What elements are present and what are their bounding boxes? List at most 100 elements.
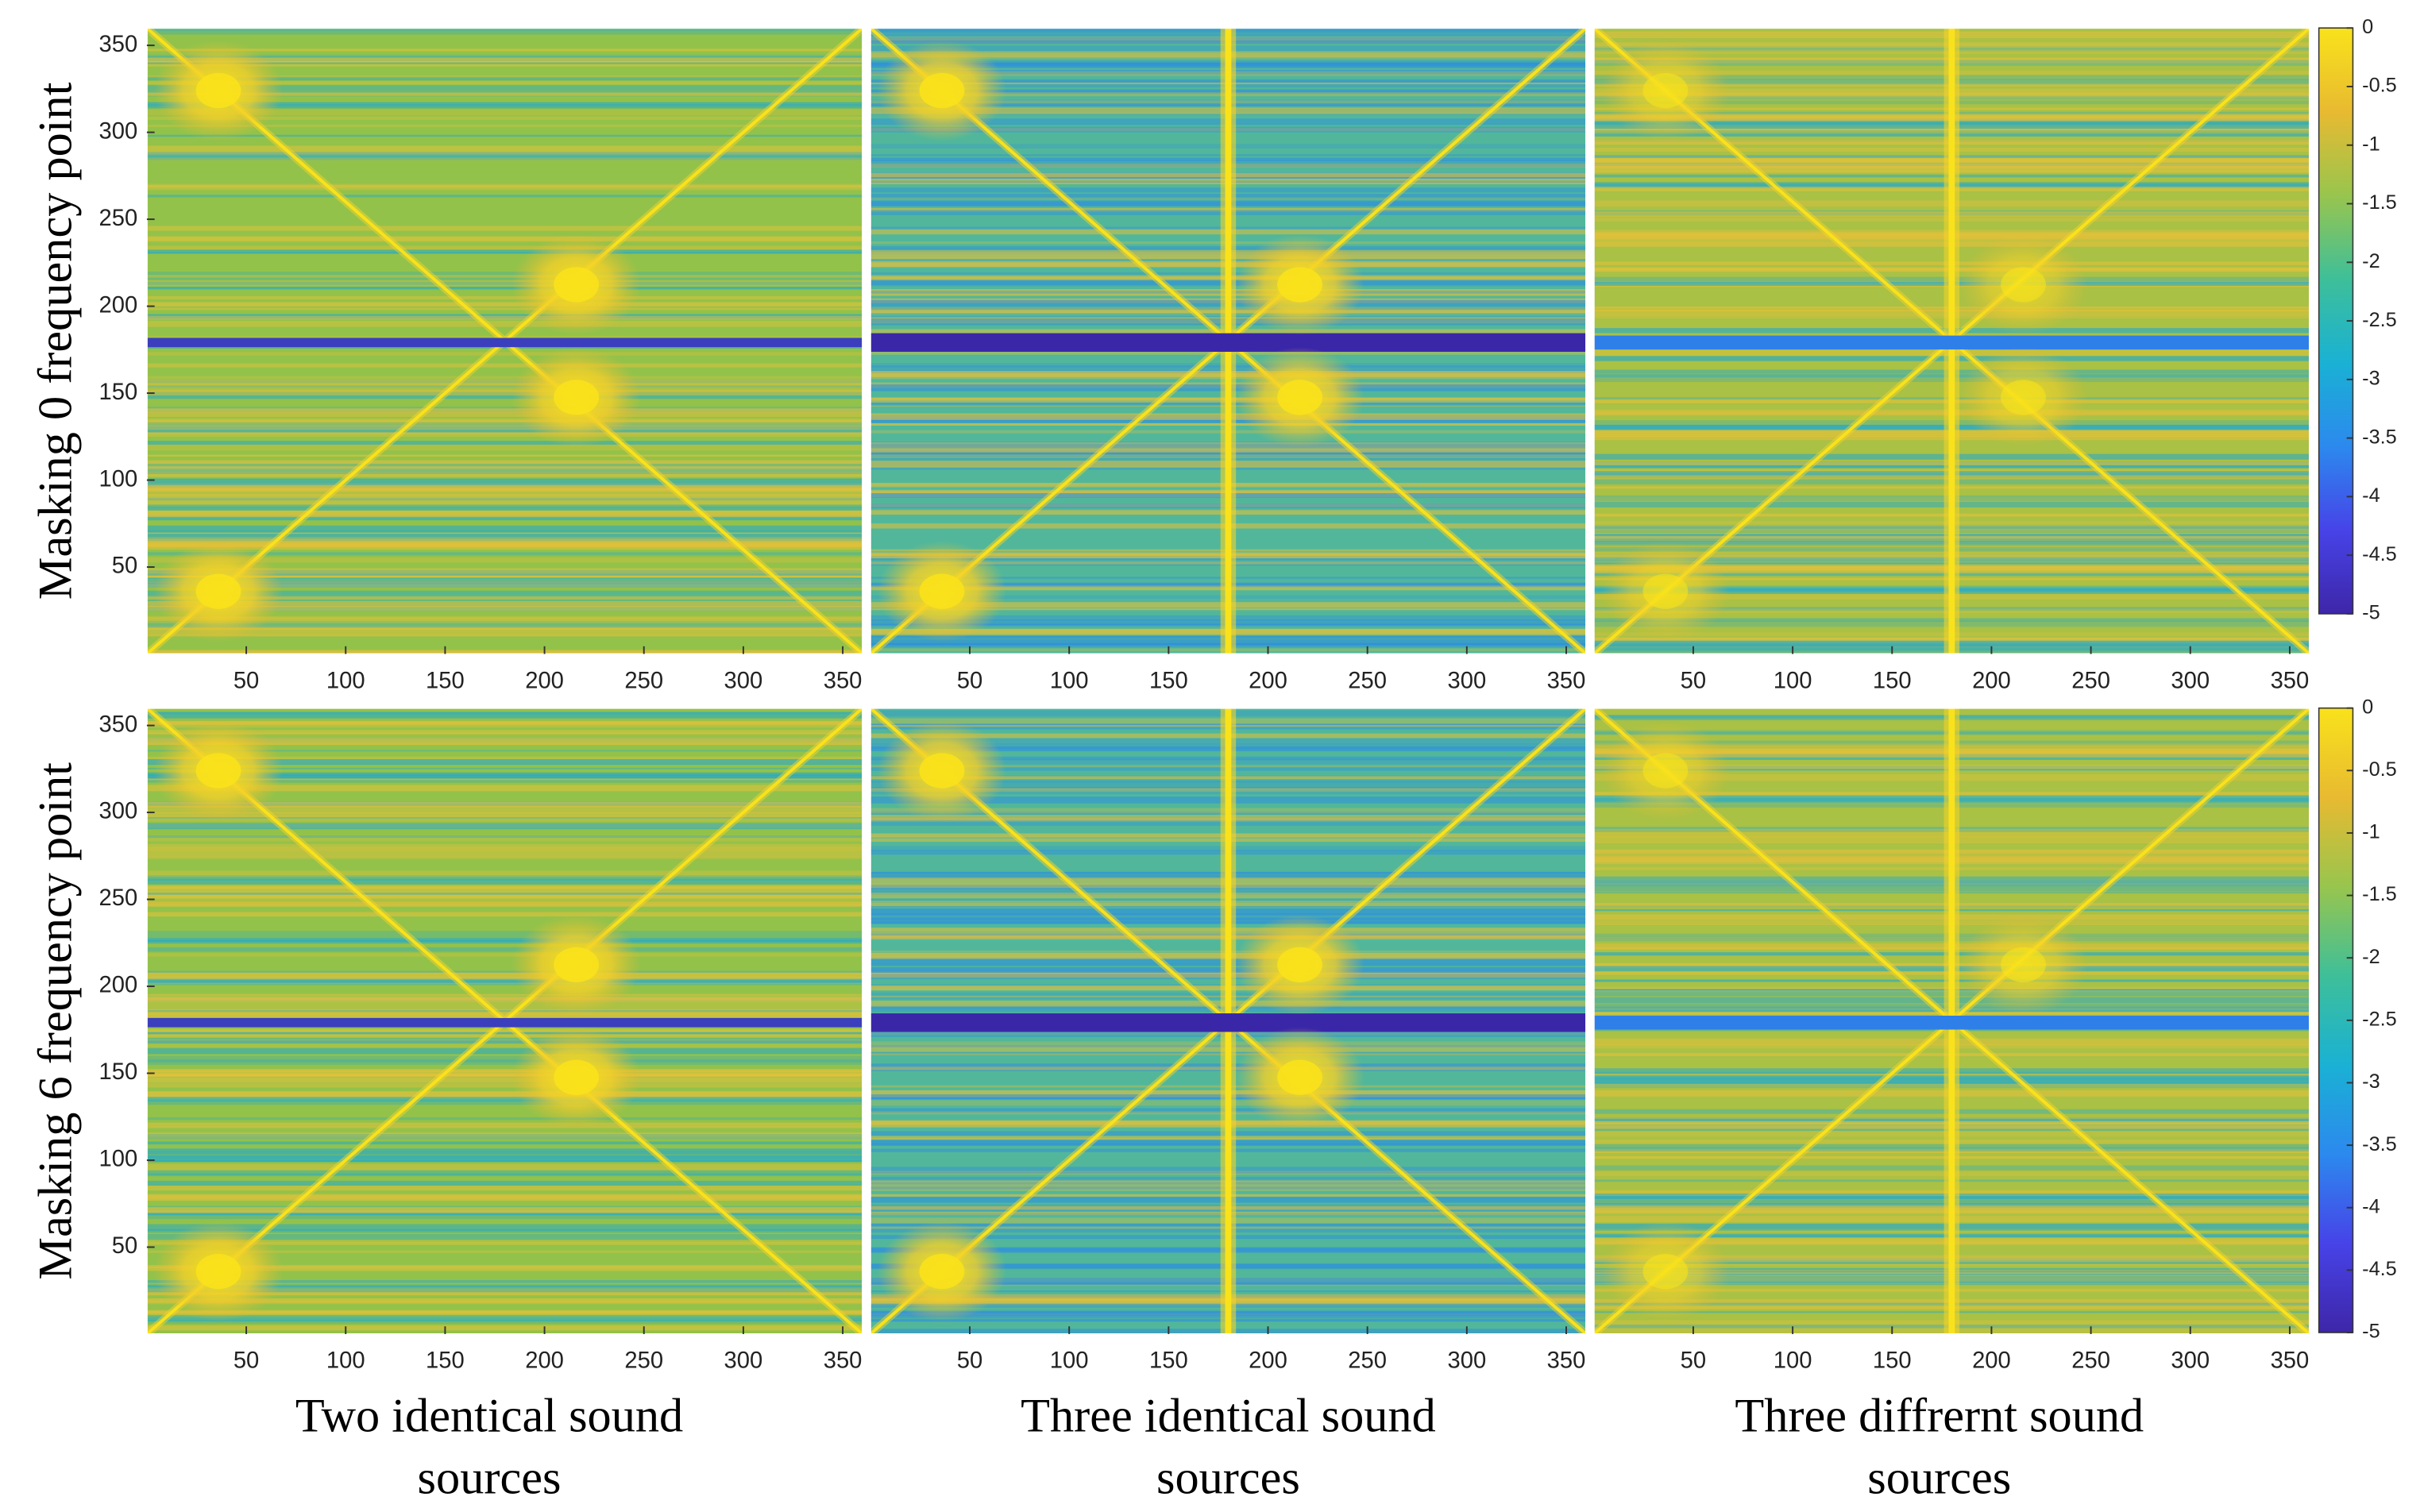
heatmap-texture: [146, 1070, 863, 1078]
x-tick-label: 150: [1873, 668, 1912, 693]
colorbar-tick-label: -4: [2362, 1195, 2380, 1217]
heatmap-texture: [146, 931, 863, 938]
heatmap-texture: [146, 1091, 863, 1098]
heatmap-image: [1593, 28, 2310, 654]
heatmap-texture: [146, 498, 863, 501]
x-tick-label: 100: [1050, 668, 1089, 693]
heatmap-panel: 50 100 150 200 250 300 350 0 -0.5 -1 -1.5 -2 -2.5 -3 -…: [1592, 696, 2397, 1374]
heatmap-texture: [146, 379, 863, 384]
heatmap-texture: [146, 102, 863, 106]
heatmap-texture: [146, 1059, 863, 1065]
heatmap-texture: [146, 616, 863, 623]
heatmap-texture: [146, 454, 863, 457]
y-tick-label: 100: [99, 466, 138, 492]
heatmap-texture: [146, 465, 863, 467]
heatmap-texture: [146, 152, 863, 155]
heatmap-texture: [146, 997, 863, 1001]
heatmap-texture: [146, 625, 863, 628]
heatmap-texture: [146, 1032, 863, 1035]
heatmap-texture: [146, 835, 863, 839]
x-tick-label: 300: [1447, 1348, 1486, 1374]
heatmap-band: [1593, 335, 2310, 350]
y-tick-label: 250: [99, 885, 138, 911]
heatmap-texture: [146, 1284, 863, 1287]
heatmap-blob-core: [2001, 267, 2046, 303]
colorbar-tick-label: 0: [2362, 16, 2373, 38]
x-tick-label: 250: [1348, 1348, 1387, 1374]
heatmap-blob-core: [1277, 947, 1322, 982]
heatmap-texture: [146, 892, 863, 898]
heatmap-texture: [146, 721, 863, 725]
heatmap-blob-core: [919, 72, 965, 109]
heatmap-blob-core: [2001, 947, 2046, 982]
heatmap-texture: [146, 418, 863, 425]
heatmap-texture: [146, 785, 863, 792]
heatmap-texture: [146, 281, 863, 285]
heatmap-texture: [146, 1240, 863, 1245]
heatmap-texture: [146, 730, 863, 735]
heatmap-texture: [146, 557, 863, 563]
x-tick-label: 50: [1681, 1348, 1706, 1374]
heatmap-texture: [146, 996, 863, 1002]
heatmap-texture: [146, 895, 863, 900]
heatmap-blob-core: [919, 1254, 965, 1290]
colorbar-tick-label: -4: [2362, 484, 2380, 507]
row-label: Masking 0 frequency point: [29, 82, 83, 600]
heatmap-texture: [146, 478, 863, 481]
heatmap-texture: [146, 383, 863, 389]
colorbar-tick-label: -4.5: [2362, 1258, 2397, 1280]
heatmap-texture: [146, 1028, 863, 1032]
plot-frame: [145, 707, 864, 1335]
heatmap-texture: [146, 1180, 863, 1186]
heatmap-texture: [146, 272, 863, 276]
heatmap-texture: [146, 1224, 863, 1231]
colorbar-tick-label: -3.5: [2362, 1133, 2397, 1155]
heatmap-texture: [146, 1055, 863, 1063]
heatmap-texture: [146, 423, 863, 430]
heatmap-texture: [146, 1037, 863, 1043]
heatmap-texture: [146, 62, 863, 64]
colorbar-tick-label: -1.5: [2362, 883, 2397, 905]
heatmap-texture: [146, 1074, 863, 1076]
heatmap-texture: [146, 912, 863, 917]
heatmap-band: [1593, 1016, 2310, 1030]
heatmap-image: [1593, 708, 2310, 1334]
heatmap-texture: [146, 420, 863, 422]
heatmap-blob-core: [554, 947, 600, 982]
x-tick-label: 250: [624, 1348, 663, 1374]
heatmap-texture: [146, 722, 863, 728]
colorbar-tick-label: -2.5: [2362, 309, 2397, 331]
heatmap-texture: [146, 1155, 863, 1162]
colorbar-tick-label: -2: [2362, 946, 2380, 968]
heatmap-texture: [146, 1151, 863, 1158]
heatmap-texture: [146, 1319, 863, 1324]
heatmap-texture: [146, 422, 863, 427]
heatmap-texture: [146, 823, 863, 830]
heatmap-blob-core: [195, 573, 241, 609]
heatmap-texture: [146, 904, 863, 907]
heatmap-texture: [146, 461, 863, 469]
heatmap-texture: [146, 835, 863, 842]
x-tick-label: 200: [1972, 1348, 2011, 1374]
heatmap-texture: [146, 85, 863, 91]
y-tick-label: 150: [99, 1059, 138, 1085]
heatmap-blob-core: [195, 72, 241, 109]
heatmap-texture: [146, 352, 863, 356]
heatmap-texture: [146, 740, 863, 746]
x-tick-label: 200: [525, 668, 564, 693]
y-tick-label: 350: [99, 32, 138, 57]
heatmap-image: [870, 708, 1587, 1334]
colorbar-tick-label: -0.5: [2362, 75, 2397, 97]
heatmap-texture: [146, 1082, 863, 1088]
heatmap-blob-core: [1277, 380, 1322, 415]
heatmap-texture: [146, 155, 863, 160]
heatmap-texture: [146, 431, 863, 434]
x-tick-label: 50: [234, 668, 259, 693]
heatmap-blob-core: [2001, 380, 2046, 415]
heatmap-texture: [146, 806, 863, 811]
heatmap-texture: [146, 1163, 863, 1169]
heatmap-texture: [146, 195, 863, 198]
heatmap-texture: [146, 801, 863, 808]
colorbar-tick-label: -2: [2362, 250, 2380, 272]
heatmap-texture: [146, 1040, 863, 1044]
